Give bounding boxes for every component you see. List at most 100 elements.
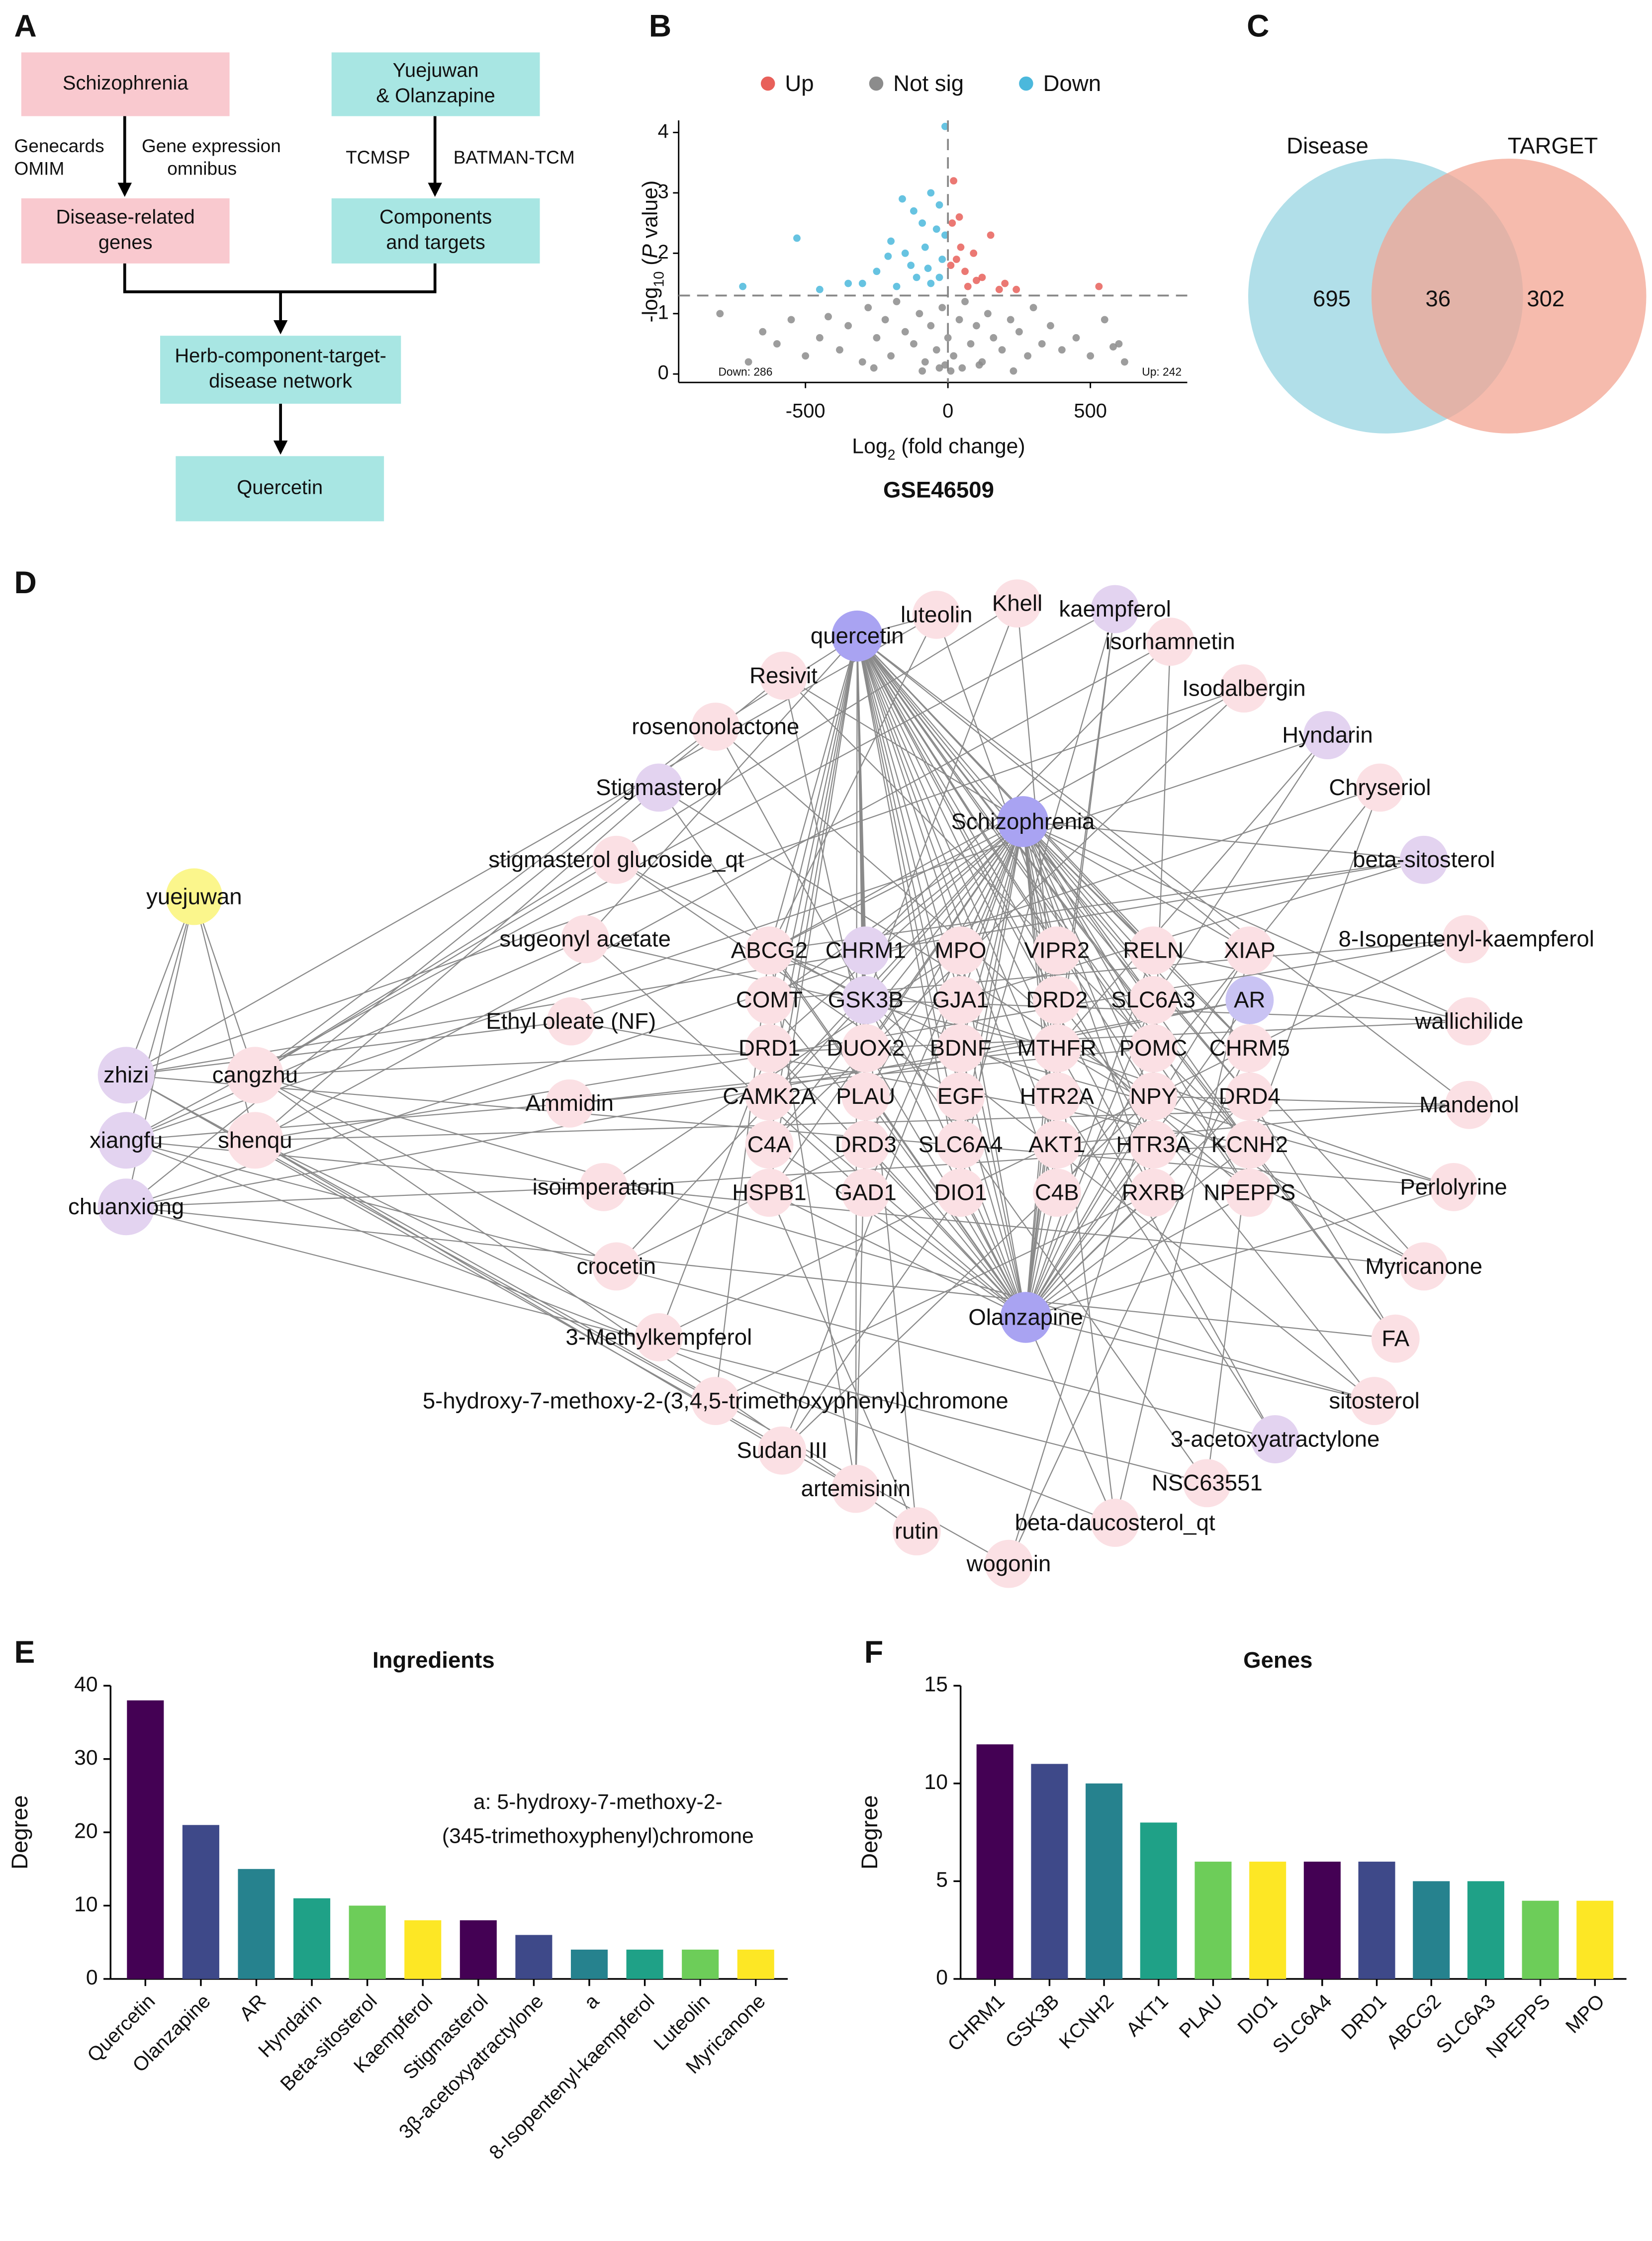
network-node [745, 1072, 794, 1121]
flow-box-label: Disease-related [56, 206, 195, 228]
flow-box [176, 456, 384, 522]
network-node-label: MPO [935, 938, 987, 963]
network-node [1225, 976, 1274, 1024]
network-node [166, 868, 223, 925]
network-edge [1056, 999, 1375, 1402]
network-node-label: yuejuwan [146, 884, 242, 909]
y-tick-label: 0 [86, 1966, 98, 1989]
scatter-point [990, 334, 998, 342]
network-node-label: NPEPPS [1203, 1180, 1295, 1205]
network-node [758, 1426, 807, 1475]
network-node-label: CHRM5 [1209, 1035, 1290, 1061]
network-node-label: MTHFR [1017, 1035, 1097, 1061]
bar [293, 1898, 331, 1979]
network-edge [616, 999, 866, 1267]
x-axis-label-part: Log [852, 435, 887, 458]
flow-box [160, 336, 401, 404]
network-edge [865, 641, 1171, 951]
panel-label: D [14, 565, 37, 600]
network-node-label: kaempferol [1059, 596, 1171, 622]
x-tick-label: 500 [1074, 400, 1107, 422]
scatter-point [932, 225, 940, 233]
scatter-point [935, 201, 943, 209]
bar [1031, 1764, 1068, 1979]
x-axis-label-part: 2 [888, 447, 896, 463]
scatter-point [935, 364, 943, 372]
network-edge [1056, 1048, 1276, 1440]
scatter-point [935, 273, 943, 281]
y-axis-label-part: 10 [651, 271, 667, 287]
network-node-label: shenqu [218, 1127, 292, 1153]
network-node [97, 1047, 155, 1104]
network-node-label: Schizophrenia [951, 808, 1095, 834]
network-edge [1025, 1192, 1250, 1318]
bar [1467, 1881, 1504, 1979]
network-edge [255, 1140, 659, 1338]
network-node-label: wogonin [966, 1551, 1051, 1576]
scatter-point [941, 361, 949, 369]
network-edge [126, 938, 586, 1141]
network-node-label: SLC6A3 [1111, 987, 1195, 1012]
chart-title: Ingredients [372, 1647, 495, 1673]
network-node [841, 1120, 890, 1169]
flow-box [21, 198, 230, 264]
network-node [1445, 1080, 1493, 1129]
bar [737, 1949, 774, 1979]
scatter-point [961, 268, 969, 275]
network-edge [856, 635, 961, 951]
x-tick-label: 0 [942, 400, 953, 422]
scatter-point [978, 273, 986, 281]
network-edge [570, 1020, 1250, 1146]
network-node-label: Hyndarin [1282, 722, 1373, 747]
network-node [1225, 1024, 1274, 1073]
flow-box-label: and targets [386, 232, 485, 254]
network-edge [1025, 1144, 1250, 1318]
network-edge [1022, 821, 1424, 861]
network-node [841, 1072, 890, 1121]
network-node-label: FA [1381, 1326, 1409, 1351]
legend-label: Up [785, 71, 814, 96]
scatter-point [1010, 367, 1017, 375]
network-node [841, 1168, 890, 1217]
scatter-point [941, 122, 949, 130]
network-edge [125, 896, 195, 1076]
network-node [759, 651, 808, 700]
scatter-point [984, 310, 992, 318]
network-node-label: sugeonyl acetate [499, 926, 671, 952]
scatter-point [844, 279, 852, 287]
network-node [1429, 1163, 1478, 1211]
venn-count: 695 [1313, 286, 1351, 311]
network-node [1220, 664, 1268, 713]
scatter-point [802, 352, 810, 360]
network-node [635, 763, 683, 812]
network-node-label: GJA1 [932, 987, 989, 1012]
network-node-label: EGF [937, 1083, 984, 1109]
bar [1413, 1881, 1450, 1979]
network-edge [126, 1075, 1454, 1188]
network-edge [768, 635, 858, 1097]
network-node-label: 8-Isopentenyl-kaempferol [1339, 926, 1594, 952]
network-node [1129, 976, 1178, 1024]
network-node [97, 1112, 155, 1169]
network-edge [856, 635, 1154, 1097]
scatter-point [1115, 340, 1123, 348]
chart-subtitle: GSE46509 [883, 477, 994, 503]
network-node [936, 1120, 985, 1169]
flow-box-label: genes [98, 232, 153, 254]
network-node-label: Chryseriol [1329, 775, 1431, 800]
network-node [841, 976, 890, 1024]
network-node-label: GAD1 [835, 1180, 897, 1205]
network-node-label: GSK3B [828, 987, 904, 1012]
y-tick-label: 2 [658, 241, 669, 263]
scatter-point [1047, 322, 1054, 330]
network-node [547, 997, 595, 1046]
scatter-point [858, 358, 866, 366]
network-node-label: xiangfu [90, 1127, 163, 1153]
network-edge [865, 999, 1208, 1484]
network-edge [125, 675, 784, 1208]
scatter-point [910, 340, 918, 348]
network-node [1091, 1499, 1139, 1547]
network-node-label: Sudan III [736, 1437, 827, 1463]
scatter-point [938, 304, 946, 312]
network-edge [255, 603, 1018, 1076]
